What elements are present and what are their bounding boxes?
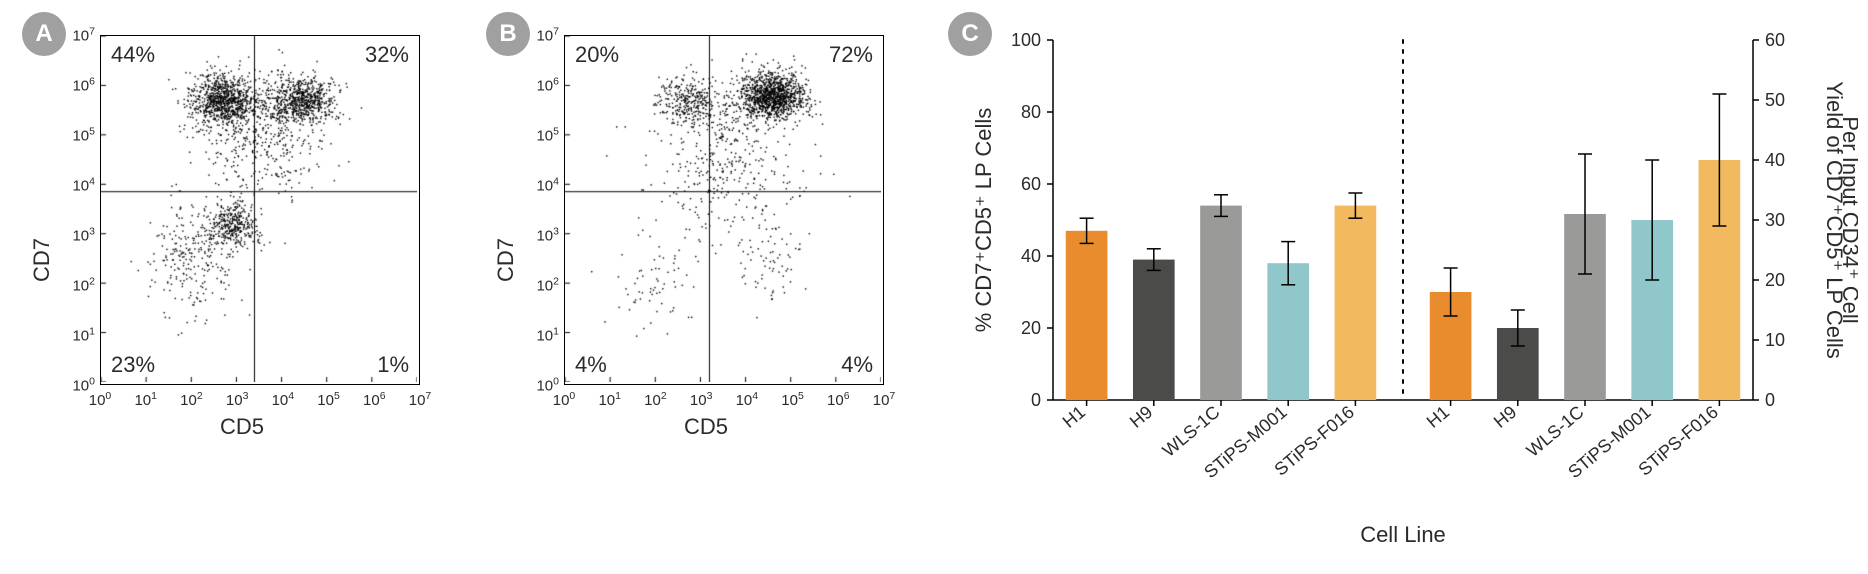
svg-text:WLS-1C: WLS-1C bbox=[1523, 402, 1588, 461]
scatter-a-plot: 44% 32% 23% 1% bbox=[100, 35, 420, 385]
svg-text:H9: H9 bbox=[1126, 402, 1156, 432]
panel-c-badge: C bbox=[948, 12, 992, 56]
scatter-b-ylabel: CD7 bbox=[493, 238, 519, 282]
svg-text:20: 20 bbox=[1021, 318, 1041, 338]
panel-b: B 20% 72% 4% 4% CD7 CD5 1001001011011021… bbox=[494, 20, 918, 500]
scatter-a-q4: 1% bbox=[377, 352, 409, 378]
panel-a: A 44% 32% 23% 1% CD7 CD5 100100101101102… bbox=[30, 20, 454, 500]
scatter-a-q1: 32% bbox=[365, 42, 409, 68]
panel-c: C 0204060801000102030405060H1H9WLS-1CSTi… bbox=[958, 20, 1858, 560]
svg-text:60: 60 bbox=[1765, 30, 1785, 50]
scatter-a-q2: 44% bbox=[111, 42, 155, 68]
svg-text:100: 100 bbox=[1011, 30, 1041, 50]
svg-text:H9: H9 bbox=[1490, 402, 1520, 432]
scatter-b-plot: 20% 72% 4% 4% bbox=[564, 35, 884, 385]
svg-text:80: 80 bbox=[1021, 102, 1041, 122]
svg-text:Per Input CD34⁺ Cell: Per Input CD34⁺ Cell bbox=[1838, 116, 1858, 323]
scatter-b-q1: 72% bbox=[829, 42, 873, 68]
panel-b-badge: B bbox=[486, 12, 530, 56]
svg-text:60: 60 bbox=[1021, 174, 1041, 194]
scatter-b-canvas bbox=[565, 36, 881, 382]
scatter-a-canvas bbox=[101, 36, 417, 382]
svg-text:WLS-1C: WLS-1C bbox=[1159, 402, 1224, 461]
scatter-b-xlabel: CD5 bbox=[494, 414, 918, 440]
svg-text:30: 30 bbox=[1765, 210, 1785, 230]
svg-text:40: 40 bbox=[1765, 150, 1785, 170]
svg-text:10: 10 bbox=[1765, 330, 1785, 350]
scatter-b-q3: 4% bbox=[575, 352, 607, 378]
scatter-a-q3: 23% bbox=[111, 352, 155, 378]
svg-text:40: 40 bbox=[1021, 246, 1041, 266]
scatter-b-q4: 4% bbox=[841, 352, 873, 378]
scatter-a-ylabel: CD7 bbox=[29, 238, 55, 282]
svg-text:0: 0 bbox=[1031, 390, 1041, 410]
svg-text:20: 20 bbox=[1765, 270, 1785, 290]
svg-text:50: 50 bbox=[1765, 90, 1785, 110]
svg-text:% CD7⁺CD5⁺ LP Cells: % CD7⁺CD5⁺ LP Cells bbox=[971, 108, 996, 333]
scatter-a-xlabel: CD5 bbox=[30, 414, 454, 440]
scatter-b-q2: 20% bbox=[575, 42, 619, 68]
svg-text:H1: H1 bbox=[1059, 402, 1089, 432]
svg-text:H1: H1 bbox=[1423, 402, 1453, 432]
panel-a-badge: A bbox=[22, 12, 66, 56]
svg-text:0: 0 bbox=[1765, 390, 1775, 410]
bar-chart-svg: 0204060801000102030405060H1H9WLS-1CSTiPS… bbox=[958, 20, 1858, 560]
svg-text:Cell Line: Cell Line bbox=[1360, 522, 1446, 547]
